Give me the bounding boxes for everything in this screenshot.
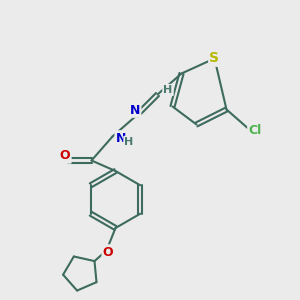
Text: S: S bbox=[209, 52, 220, 65]
Text: N: N bbox=[130, 103, 140, 117]
Text: N: N bbox=[116, 131, 126, 145]
Text: O: O bbox=[103, 245, 113, 259]
Text: O: O bbox=[60, 149, 70, 163]
Text: H: H bbox=[124, 137, 134, 147]
Text: H: H bbox=[164, 85, 172, 95]
Text: Cl: Cl bbox=[248, 124, 262, 137]
